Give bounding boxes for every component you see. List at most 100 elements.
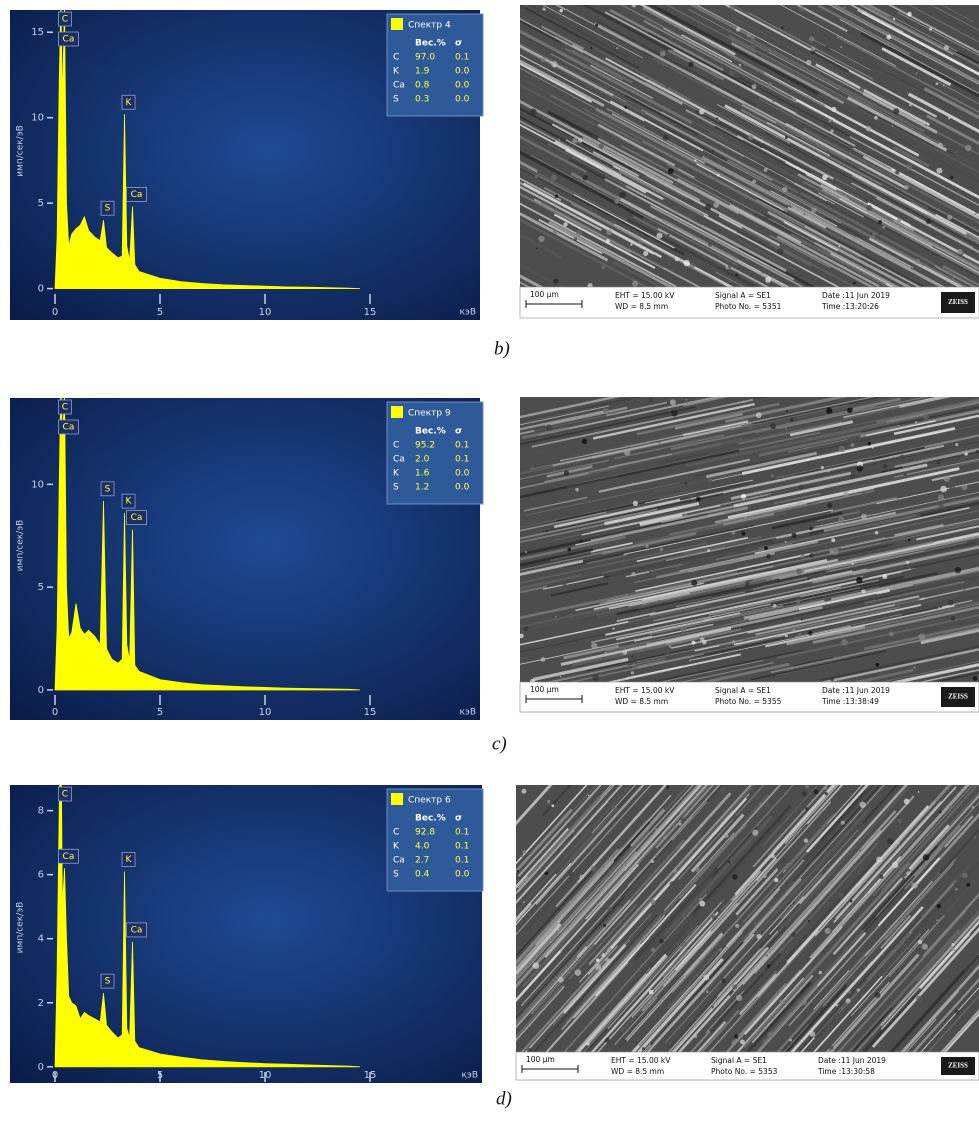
texture-spot	[882, 225, 886, 229]
legend-element: Ca	[393, 455, 405, 465]
texture-streak	[792, 785, 881, 882]
texture-spot	[727, 264, 732, 269]
texture-streak	[768, 52, 946, 147]
texture-streak	[609, 532, 810, 578]
texture-streak	[752, 397, 882, 425]
texture-streak	[875, 196, 979, 254]
texture-streak	[700, 1009, 740, 1052]
texture-streak	[550, 582, 609, 597]
texture-spot	[712, 149, 715, 152]
texture-spot	[782, 186, 788, 193]
texture-streak	[520, 439, 593, 457]
peak-label-box	[58, 848, 79, 864]
texture-streak	[682, 419, 749, 437]
texture-streak	[891, 519, 979, 540]
date: Date :11 Jun 2019	[822, 686, 890, 695]
texture-streak	[587, 428, 795, 475]
texture-spot	[699, 109, 705, 115]
texture-streak	[758, 423, 901, 457]
texture-streak	[523, 496, 588, 512]
texture-streak	[571, 44, 684, 106]
texture-streak	[640, 72, 691, 101]
texture-streak	[780, 5, 897, 67]
texture-streak	[582, 912, 663, 1001]
texture-streak	[547, 110, 599, 140]
texture-streak	[568, 417, 754, 459]
texture-streak	[598, 458, 751, 493]
texture-spot	[587, 794, 590, 797]
texture-spot	[605, 238, 610, 244]
texture-streak	[695, 5, 895, 111]
texture-streak	[770, 190, 838, 227]
texture-streak	[854, 841, 901, 893]
texture-spot	[861, 589, 866, 594]
texture-spot	[662, 134, 669, 141]
texture-streak	[516, 899, 587, 980]
y-tick-label: 10	[31, 479, 44, 490]
texture-streak	[847, 96, 948, 152]
texture-spot	[607, 907, 612, 912]
texture-streak	[907, 859, 979, 942]
texture-streak	[931, 671, 979, 682]
texture-spot	[603, 924, 607, 928]
legend-value: 92.8	[415, 828, 435, 838]
wd: WD = 8.5 mm	[615, 302, 668, 311]
texture-streak	[899, 397, 952, 408]
texture-streak	[569, 848, 620, 904]
texture-spot	[858, 849, 861, 852]
texture-streak	[520, 466, 609, 487]
texture-streak	[528, 5, 629, 59]
texture-streak	[516, 843, 640, 982]
texture-streak	[605, 610, 793, 653]
texture-spot	[801, 1000, 807, 1006]
texture-streak	[725, 969, 802, 1052]
texture-spot	[951, 942, 955, 946]
texture-spot	[882, 464, 888, 469]
texture-streak	[520, 410, 604, 431]
texture-spot	[729, 5, 736, 11]
texture-streak	[696, 1020, 727, 1052]
texture-spot	[908, 539, 911, 542]
texture-streak	[888, 914, 945, 978]
texture-spot	[758, 802, 762, 806]
texture-streak	[516, 785, 623, 904]
texture-spot	[638, 239, 643, 244]
texture-spot	[851, 562, 854, 565]
x-axis-label: кэВ	[459, 708, 476, 718]
texture-streak	[860, 32, 979, 98]
texture-streak	[730, 5, 876, 82]
texture-spot	[688, 61, 694, 68]
peak-label-box	[57, 399, 72, 415]
texture-spot	[841, 1007, 843, 1010]
texture-spot	[603, 14, 606, 18]
legend-value: 4.0	[415, 842, 430, 852]
texture-spot	[568, 871, 574, 877]
texture-spot	[806, 59, 812, 66]
texture-streak	[682, 397, 900, 444]
texture-spot	[573, 237, 578, 241]
texture-streak	[758, 513, 917, 551]
texture-streak	[665, 522, 844, 562]
texture-streak	[903, 496, 979, 515]
texture-spot	[582, 174, 588, 181]
texture-streak	[564, 839, 732, 1024]
texture-streak	[520, 542, 707, 584]
texture-spot	[694, 159, 697, 162]
texture-spot	[853, 281, 856, 285]
texture-streak	[520, 511, 607, 532]
texture-streak	[642, 140, 862, 259]
texture-spot	[811, 207, 817, 213]
texture-spot	[598, 132, 605, 139]
texture-streak	[527, 795, 602, 878]
texture-spot	[532, 962, 540, 969]
texture-streak	[592, 402, 755, 440]
texture-streak	[520, 601, 607, 621]
texture-streak	[864, 872, 941, 957]
texture-streak	[747, 12, 873, 80]
texture-spot	[668, 645, 672, 648]
texture-streak	[688, 625, 851, 662]
peak-label-box	[58, 419, 79, 435]
texture-spot	[954, 1009, 960, 1014]
texture-streak	[533, 914, 658, 1052]
texture-spot	[792, 628, 796, 632]
